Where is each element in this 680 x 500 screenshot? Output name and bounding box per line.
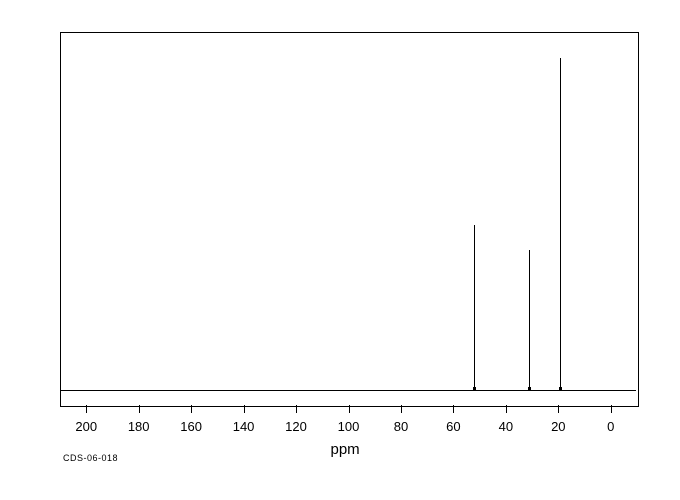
baseline bbox=[61, 390, 636, 391]
x-tick-label: 60 bbox=[446, 419, 460, 434]
spectrum-container: 200180160140120100806040200 ppm CDS-06-0… bbox=[0, 0, 680, 500]
x-tick bbox=[401, 405, 402, 413]
x-axis-label: ppm bbox=[331, 441, 360, 458]
spectrum-peak bbox=[560, 58, 561, 390]
spectrum-peak bbox=[529, 250, 530, 390]
x-tick-label: 200 bbox=[75, 419, 97, 434]
spectrum-peak bbox=[474, 225, 475, 390]
x-tick-label: 80 bbox=[394, 419, 408, 434]
x-tick-label: 100 bbox=[338, 419, 360, 434]
x-tick-label: 180 bbox=[128, 419, 150, 434]
plot-area bbox=[60, 32, 639, 407]
x-tick-label: 120 bbox=[285, 419, 307, 434]
x-tick bbox=[558, 405, 559, 413]
x-tick bbox=[506, 405, 507, 413]
spectrum-peak-base bbox=[473, 387, 476, 390]
x-tick bbox=[244, 405, 245, 413]
x-tick bbox=[86, 405, 87, 413]
x-tick-label: 140 bbox=[233, 419, 255, 434]
corner-label: CDS-06-018 bbox=[63, 453, 118, 463]
spectrum-peak-base bbox=[559, 387, 562, 390]
x-tick bbox=[296, 405, 297, 413]
x-tick-label: 20 bbox=[551, 419, 565, 434]
x-tick-label: 0 bbox=[607, 419, 614, 434]
x-tick bbox=[349, 405, 350, 413]
x-tick bbox=[453, 405, 454, 413]
x-tick bbox=[139, 405, 140, 413]
x-tick bbox=[191, 405, 192, 413]
x-tick-label: 40 bbox=[499, 419, 513, 434]
x-tick-label: 160 bbox=[180, 419, 202, 434]
x-tick bbox=[611, 405, 612, 413]
spectrum-peak-base bbox=[528, 387, 531, 390]
